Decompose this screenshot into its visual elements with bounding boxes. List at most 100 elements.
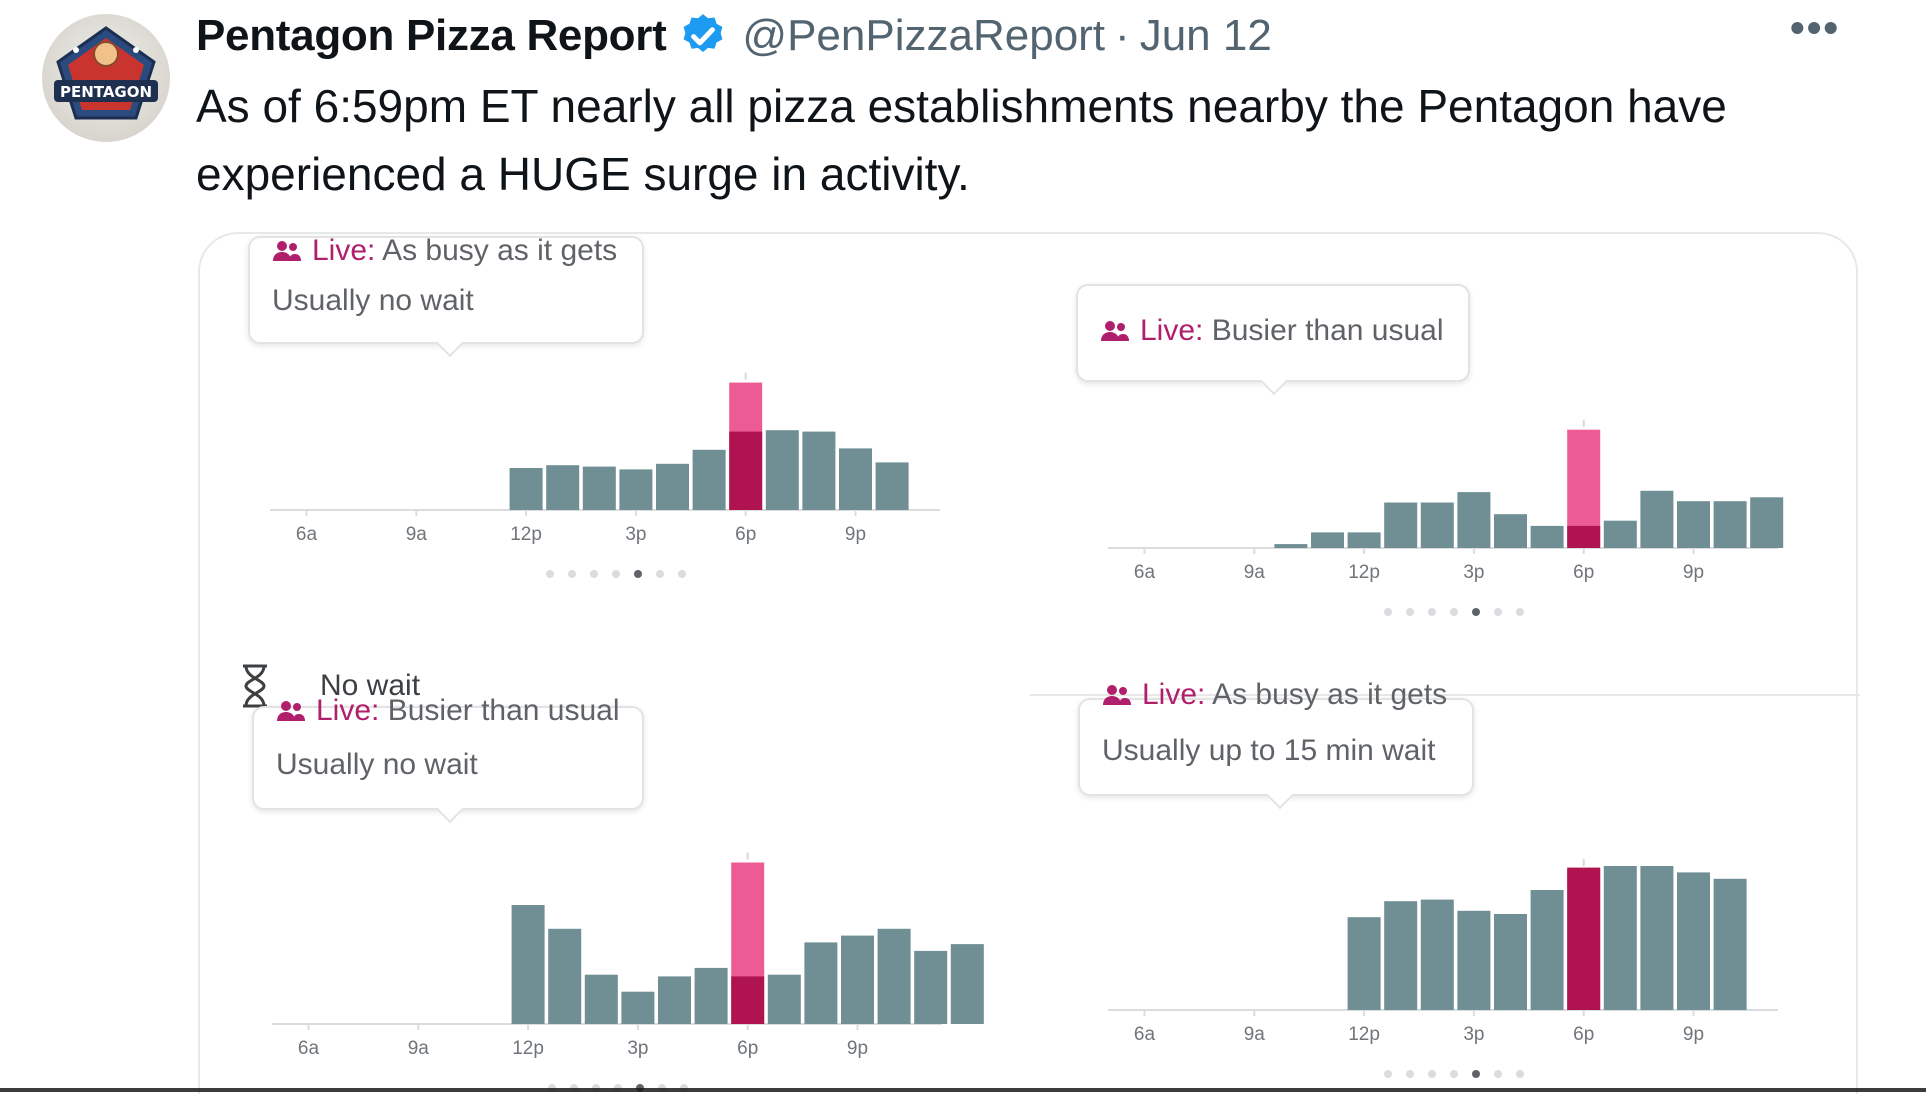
usual-bar — [1603, 866, 1637, 1010]
usual-bar — [1347, 532, 1381, 548]
day-dot[interactable] — [678, 570, 686, 578]
usual-bar — [1457, 910, 1491, 1010]
day-dot[interactable] — [1450, 1070, 1458, 1078]
usual-bar — [1750, 497, 1784, 548]
day-dot[interactable] — [1428, 608, 1436, 616]
usual-bar — [692, 449, 726, 510]
usual-bar — [1530, 525, 1564, 548]
wait-text-4: Usually up to 15 min wait — [1102, 734, 1436, 767]
x-tick-label: 12p — [510, 524, 542, 545]
x-tick-label: 3p — [1463, 1024, 1484, 1045]
x-tick-label: 9p — [1683, 1024, 1704, 1045]
usual-bar — [1677, 501, 1710, 548]
popular-times-chart-4: 6a 9a 12p 3p 6p 9p — [1108, 800, 1788, 1100]
chart-svg: 6a 9a 12p 3p 6p 9p — [270, 372, 940, 578]
usual-bar — [841, 935, 874, 1024]
usual-bar — [621, 991, 655, 1024]
chart-svg: 6a 9a 12p 3p 6p 9p — [1108, 419, 1784, 616]
usual-bar — [1603, 520, 1637, 548]
x-tick-label: 3p — [627, 1038, 648, 1059]
usual-bar — [875, 462, 909, 510]
tooltip-panel-2: Live: Busier than usual — [1076, 284, 1470, 396]
usual-bar — [1677, 872, 1710, 1010]
day-dot[interactable] — [656, 570, 664, 578]
chart-svg: 6a 9a 12p 3p 6p 9p — [272, 852, 984, 1092]
day-dot[interactable] — [612, 570, 620, 578]
usual-bar — [1311, 532, 1344, 548]
usual-bar — [914, 950, 948, 1024]
day-dot[interactable] — [1406, 1070, 1414, 1078]
day-dot[interactable] — [1450, 608, 1458, 616]
live-label: Live: — [1140, 314, 1204, 347]
x-tick-label: 12p — [512, 1038, 544, 1059]
x-tick-label: 12p — [1348, 1024, 1380, 1045]
people-icon — [1101, 321, 1129, 341]
tweet-date[interactable]: Jun 12 — [1139, 11, 1272, 60]
day-dot[interactable] — [568, 570, 576, 578]
tooltip-panel-4: Live: As busy as it gets Usually up to 1… — [1078, 678, 1474, 810]
day-dot[interactable] — [1384, 608, 1392, 616]
usual-bar — [1494, 514, 1527, 548]
day-dot[interactable] — [546, 570, 554, 578]
pentagon-logo-icon: PENTAGON — [54, 26, 158, 120]
x-tick-label: 6a — [1134, 1024, 1156, 1045]
tweet-text-line-2: experienced a HUGE surge in activity. — [196, 148, 970, 200]
x-tick-label: 3p — [625, 524, 646, 545]
day-dot[interactable] — [1494, 1070, 1502, 1078]
usual-bar — [877, 928, 911, 1024]
usual-bar — [1420, 899, 1454, 1010]
x-tick-label: 6a — [1134, 562, 1156, 583]
usual-bar-current-hour — [1567, 525, 1601, 548]
usual-bar — [509, 468, 543, 510]
day-dot[interactable] — [1472, 608, 1480, 616]
usual-bar — [1274, 544, 1308, 548]
usual-bar — [1640, 866, 1674, 1010]
day-dot[interactable] — [1516, 608, 1524, 616]
day-dot[interactable] — [1494, 608, 1502, 616]
usual-bar-current-hour — [731, 976, 765, 1024]
usual-bar — [1713, 501, 1747, 548]
usual-bar — [1713, 878, 1747, 1010]
more-options-icon[interactable]: ••• — [1790, 4, 1841, 51]
usual-bar — [1420, 502, 1454, 548]
avatar[interactable]: PENTAGON — [42, 14, 170, 142]
live-status-2: Live: Busier than usual — [1100, 314, 1444, 348]
people-icon — [273, 241, 301, 261]
x-tick-label: 9p — [847, 1038, 868, 1059]
day-dot[interactable] — [1472, 1070, 1480, 1078]
usual-bar — [656, 463, 689, 510]
svg-text:PENTAGON: PENTAGON — [60, 83, 152, 101]
author-name[interactable]: Pentagon Pizza Report — [196, 11, 667, 60]
hourglass-icon — [243, 664, 267, 708]
live-label: Live: — [312, 234, 376, 267]
day-dot[interactable] — [1406, 608, 1414, 616]
people-icon — [1103, 685, 1131, 705]
day-dot[interactable] — [590, 570, 598, 578]
usual-bar — [584, 974, 618, 1024]
usual-bar — [1347, 917, 1381, 1010]
popular-times-chart-1: 6a 9a 12p 3p 6p 9p — [270, 360, 950, 600]
day-dot[interactable] — [1384, 1070, 1392, 1078]
x-tick-label: 6p — [1573, 1024, 1594, 1045]
day-dot[interactable] — [1516, 1070, 1524, 1078]
tweet-text-line-1: As of 6:59pm ET nearly all pizza establi… — [196, 80, 1727, 132]
day-dot[interactable] — [634, 570, 642, 578]
day-dot[interactable] — [1428, 1070, 1436, 1078]
x-tick-label: 9a — [408, 1038, 430, 1059]
usual-bar — [767, 974, 801, 1024]
x-tick-label: 9a — [406, 524, 428, 545]
live-status-1: Live: As busy as it gets — [272, 234, 617, 268]
usual-bar-current-hour — [729, 431, 763, 510]
x-tick-label: 6p — [735, 524, 756, 545]
author-handle[interactable]: @PenPizzaReport — [742, 11, 1106, 60]
x-tick-label: 12p — [1348, 562, 1380, 583]
x-tick-label: 9p — [845, 524, 866, 545]
usual-bar — [1640, 490, 1674, 548]
x-tick-label: 6p — [1573, 562, 1594, 583]
live-label: Live: — [1142, 678, 1206, 711]
chart-svg: 6a 9a 12p 3p 6p 9p — [1108, 859, 1778, 1078]
usual-bar — [950, 944, 984, 1024]
usual-bar-current-hour — [1567, 867, 1601, 1010]
popular-times-chart-2: 6a 9a 12p 3p 6p 9p — [1108, 398, 1788, 638]
verified-badge-icon — [684, 14, 723, 53]
